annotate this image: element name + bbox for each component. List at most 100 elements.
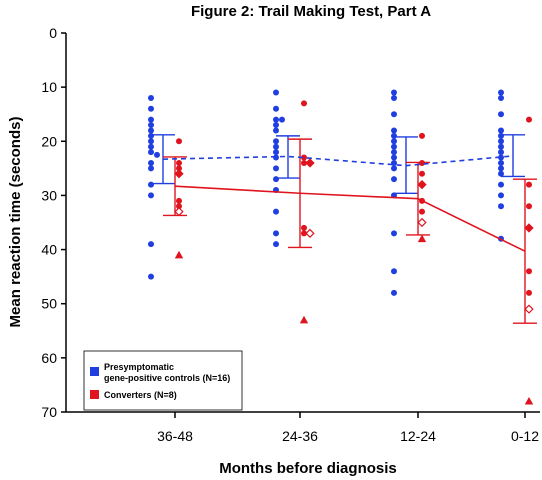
legend-label-controls-line1: Presymptomatic <box>104 362 174 372</box>
control-data-point <box>148 165 154 172</box>
control-data-point <box>273 138 279 145</box>
converter-data-point <box>526 268 532 275</box>
converter-data-point <box>526 116 532 123</box>
control-data-point <box>148 127 154 134</box>
control-data-point <box>498 138 504 145</box>
converter-data-point <box>417 179 427 190</box>
control-data-point <box>273 149 279 156</box>
converter-data-point <box>176 159 182 166</box>
control-data-point <box>498 143 504 150</box>
x-tick-label: 36-48 <box>157 428 193 444</box>
converter-data-point <box>174 207 184 217</box>
control-data-point <box>273 143 279 150</box>
control-data-point <box>391 94 397 101</box>
control-data-point <box>391 268 397 275</box>
converter-data-point <box>419 170 425 177</box>
converter-data-point <box>301 224 307 231</box>
converter-data-point <box>174 250 184 259</box>
x-tick-label: 0-12 <box>511 428 539 444</box>
y-tick-label: 40 <box>41 242 57 258</box>
control-data-point <box>148 143 154 150</box>
control-data-point <box>391 289 397 296</box>
control-data-point <box>273 176 279 183</box>
control-data-point <box>391 149 397 156</box>
control-data-point <box>273 208 279 215</box>
legend-box <box>83 350 243 411</box>
converter-data-point <box>524 223 534 233</box>
converter-mean-line <box>174 185 526 252</box>
control-data-point <box>498 127 504 134</box>
control-data-point <box>273 165 279 172</box>
converter-data-point <box>419 132 425 139</box>
legend-swatch-converters <box>90 390 99 399</box>
converter-data-point <box>301 230 307 237</box>
control-data-point <box>273 127 279 134</box>
control-data-point <box>148 138 154 145</box>
control-data-point <box>279 116 285 123</box>
control-data-point <box>391 143 397 150</box>
converter-data-point <box>524 396 534 405</box>
y-tick-label: 60 <box>41 350 57 366</box>
y-tick-label: 50 <box>41 296 57 312</box>
control-data-point <box>498 192 504 199</box>
control-data-point <box>498 165 504 172</box>
control-data-point <box>498 89 504 96</box>
control-data-point <box>273 116 279 123</box>
control-data-point <box>498 149 504 156</box>
control-data-point <box>391 154 397 161</box>
control-data-point <box>148 159 154 166</box>
y-tick-label: 30 <box>41 187 57 203</box>
control-data-point <box>148 181 154 188</box>
control-data-point <box>273 105 279 112</box>
converter-data-point <box>299 315 309 324</box>
converter-data-point <box>417 234 427 243</box>
x-axis-title: Months before diagnosis <box>219 460 397 477</box>
control-data-point <box>498 132 504 139</box>
converter-data-point <box>417 217 427 228</box>
converter-data-point <box>301 100 307 107</box>
control-data-point <box>273 241 279 248</box>
converter-data-point <box>526 289 532 296</box>
converter-data-point <box>526 181 532 188</box>
control-data-point <box>148 192 154 199</box>
control-data-point <box>273 122 279 129</box>
control-data-point <box>148 273 154 280</box>
control-data-point <box>148 132 154 139</box>
control-data-point <box>391 138 397 145</box>
control-data-point <box>148 149 154 156</box>
y-axis-title: Mean reaction time (seconds) <box>7 117 24 328</box>
converter-data-point <box>305 228 315 238</box>
control-data-point <box>154 151 160 158</box>
legend-label-controls-line2: gene-positive controls (N=16) <box>104 373 230 383</box>
converter-data-point <box>176 138 182 145</box>
plot-area: 0 10 20 30 40 50 60 70 36-48 24-36 12-24 0-12 <box>41 25 540 444</box>
converter-data-point <box>524 304 534 314</box>
control-data-point <box>273 230 279 237</box>
control-data-point <box>498 154 504 161</box>
legend: Presymptomatic gene-positive controls (N… <box>83 350 243 411</box>
converter-data-point <box>176 197 182 204</box>
control-data-point <box>273 89 279 96</box>
control-data-point <box>148 94 154 101</box>
control-data-point <box>498 203 504 210</box>
control-data-point <box>391 111 397 118</box>
control-data-point <box>498 159 504 166</box>
control-data-point <box>498 170 504 177</box>
y-tick-label: 20 <box>41 133 57 149</box>
converter-data-point <box>419 208 425 215</box>
converter-data-point <box>301 154 307 161</box>
control-data-point <box>391 176 397 183</box>
legend-swatch-controls <box>90 367 99 376</box>
control-data-point <box>391 127 397 134</box>
control-data-point <box>498 181 504 188</box>
control-data-point <box>148 116 154 123</box>
chart-title: Figure 2: Trail Making Test, Part A <box>191 3 431 20</box>
control-data-point <box>148 241 154 248</box>
control-data-point <box>391 165 397 172</box>
y-tick-label: 70 <box>41 404 57 420</box>
y-tick-label: 10 <box>41 79 57 95</box>
converter-data-point <box>301 159 307 166</box>
y-tick-label: 0 <box>49 25 57 41</box>
x-tick-label: 24-36 <box>282 428 318 444</box>
